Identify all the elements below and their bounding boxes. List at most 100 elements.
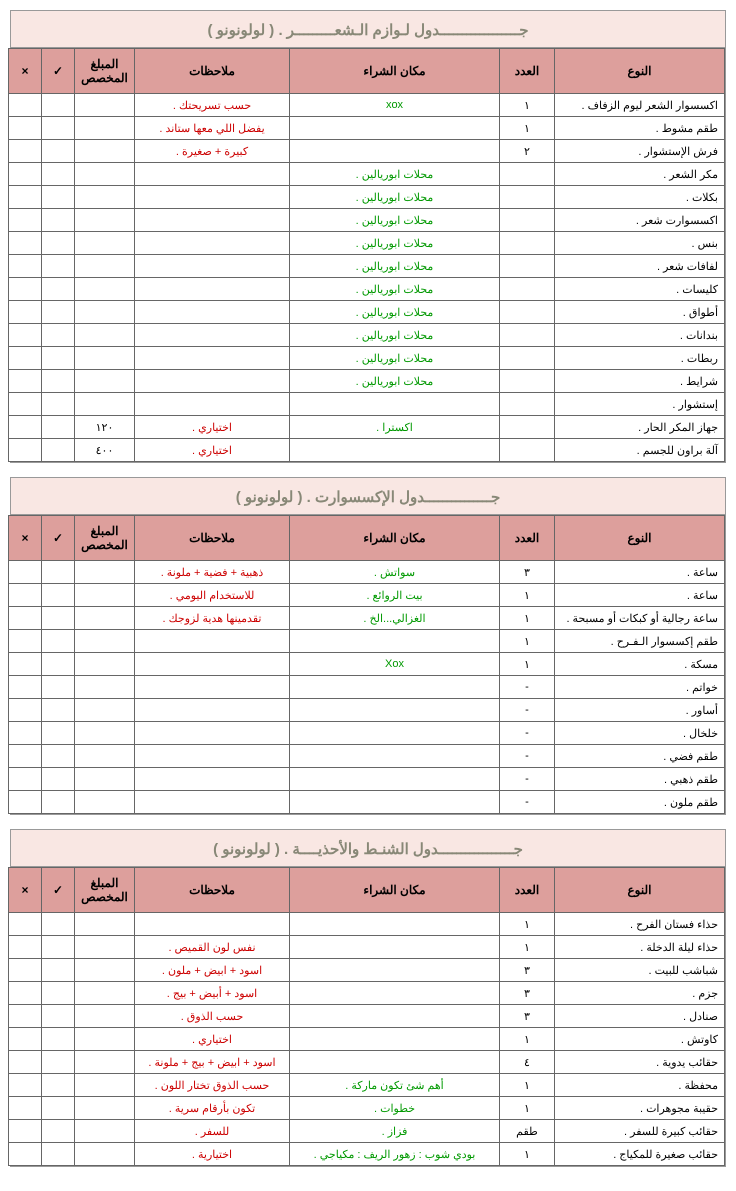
cell-x[interactable]	[9, 370, 42, 393]
cell-check[interactable]	[42, 561, 75, 584]
cell-x[interactable]	[9, 959, 42, 982]
cell-x[interactable]	[9, 791, 42, 814]
cell-check[interactable]	[42, 913, 75, 936]
cell-x[interactable]	[9, 699, 42, 722]
cell-check[interactable]	[42, 393, 75, 416]
cell-check[interactable]	[42, 936, 75, 959]
section-title: جــــــــــــــــــدول لـوازم الـشعـــــ…	[11, 11, 725, 48]
cell-x[interactable]	[9, 676, 42, 699]
cell-check[interactable]	[42, 1143, 75, 1166]
cell-type: آلة براون للجسم .	[555, 439, 725, 462]
cell-x[interactable]	[9, 607, 42, 630]
table-row: خواتم .-	[9, 676, 725, 699]
cell-x[interactable]	[9, 140, 42, 163]
cell-check[interactable]	[42, 117, 75, 140]
cell-x[interactable]	[9, 584, 42, 607]
cell-x[interactable]	[9, 653, 42, 676]
cell-x[interactable]	[9, 1097, 42, 1120]
cell-x[interactable]	[9, 1028, 42, 1051]
cell-check[interactable]	[42, 630, 75, 653]
cell-check[interactable]	[42, 232, 75, 255]
cell-x[interactable]	[9, 186, 42, 209]
cell-check[interactable]	[42, 699, 75, 722]
cell-x[interactable]	[9, 117, 42, 140]
cell-x[interactable]	[9, 768, 42, 791]
cell-check[interactable]	[42, 370, 75, 393]
cell-x[interactable]	[9, 936, 42, 959]
cell-check[interactable]	[42, 1028, 75, 1051]
cell-budget	[75, 1051, 135, 1074]
cell-check[interactable]	[42, 186, 75, 209]
cell-check[interactable]	[42, 1074, 75, 1097]
cell-count	[500, 324, 555, 347]
header-3: ملاحظات	[135, 49, 290, 94]
table-row: بكلات .محلات ابوريالين .	[9, 186, 725, 209]
cell-x[interactable]	[9, 416, 42, 439]
cell-x[interactable]	[9, 982, 42, 1005]
cell-check[interactable]	[42, 768, 75, 791]
cell-x[interactable]	[9, 232, 42, 255]
cell-check[interactable]	[42, 982, 75, 1005]
cell-x[interactable]	[9, 347, 42, 370]
header-6: ×	[9, 516, 42, 561]
cell-check[interactable]	[42, 1051, 75, 1074]
cell-x[interactable]	[9, 1143, 42, 1166]
cell-count: -	[500, 745, 555, 768]
cell-x[interactable]	[9, 1074, 42, 1097]
cell-check[interactable]	[42, 140, 75, 163]
cell-x[interactable]	[9, 745, 42, 768]
cell-x[interactable]	[9, 913, 42, 936]
cell-check[interactable]	[42, 584, 75, 607]
cell-check[interactable]	[42, 209, 75, 232]
cell-x[interactable]	[9, 1120, 42, 1143]
cell-x[interactable]	[9, 439, 42, 462]
cell-type: اكسسوار الشعر ليوم الزفاف .	[555, 94, 725, 117]
table-row: طقم ذهبي .-	[9, 768, 725, 791]
cell-x[interactable]	[9, 324, 42, 347]
cell-type: مسكة .	[555, 653, 725, 676]
cell-place: محلات ابوريالين .	[290, 255, 500, 278]
cell-check[interactable]	[42, 255, 75, 278]
header-2: مكان الشراء	[290, 868, 500, 913]
cell-x[interactable]	[9, 561, 42, 584]
cell-x[interactable]	[9, 393, 42, 416]
cell-x[interactable]	[9, 1005, 42, 1028]
table-row: لفافات شعر .محلات ابوريالين .	[9, 255, 725, 278]
cell-check[interactable]	[42, 653, 75, 676]
cell-check[interactable]	[42, 607, 75, 630]
cell-x[interactable]	[9, 255, 42, 278]
cell-budget	[75, 791, 135, 814]
cell-check[interactable]	[42, 416, 75, 439]
cell-check[interactable]	[42, 1005, 75, 1028]
cell-budget	[75, 768, 135, 791]
cell-check[interactable]	[42, 301, 75, 324]
cell-x[interactable]	[9, 163, 42, 186]
cell-x[interactable]	[9, 301, 42, 324]
cell-check[interactable]	[42, 745, 75, 768]
cell-notes	[135, 301, 290, 324]
cell-place	[290, 699, 500, 722]
cell-check[interactable]	[42, 278, 75, 301]
cell-check[interactable]	[42, 959, 75, 982]
cell-check[interactable]	[42, 324, 75, 347]
cell-x[interactable]	[9, 278, 42, 301]
cell-x[interactable]	[9, 630, 42, 653]
cell-type: كاوتش .	[555, 1028, 725, 1051]
cell-x[interactable]	[9, 94, 42, 117]
header-1: العدد	[500, 49, 555, 94]
cell-x[interactable]	[9, 209, 42, 232]
cell-check[interactable]	[42, 1097, 75, 1120]
cell-check[interactable]	[42, 94, 75, 117]
cell-count	[500, 439, 555, 462]
cell-check[interactable]	[42, 347, 75, 370]
cell-check[interactable]	[42, 791, 75, 814]
cell-check[interactable]	[42, 163, 75, 186]
table-row: كاوتش .١اختياري .	[9, 1028, 725, 1051]
cell-x[interactable]	[9, 722, 42, 745]
cell-check[interactable]	[42, 722, 75, 745]
cell-check[interactable]	[42, 439, 75, 462]
cell-check[interactable]	[42, 676, 75, 699]
cell-check[interactable]	[42, 1120, 75, 1143]
section-title: جـــــــــــــــــدول الشنـط والأحذيــــ…	[11, 830, 725, 867]
cell-x[interactable]	[9, 1051, 42, 1074]
